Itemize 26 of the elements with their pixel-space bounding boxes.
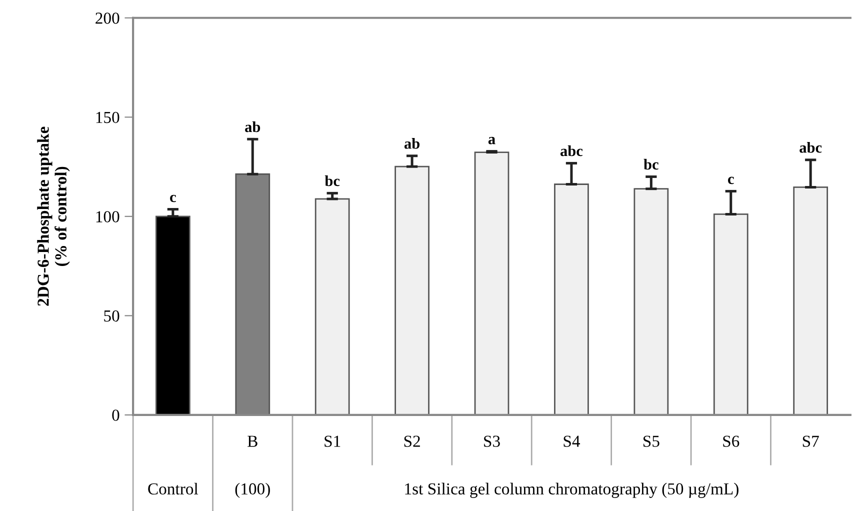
x-tick-label: S4 — [564, 436, 580, 447]
y-tick-label: 0 — [112, 410, 120, 421]
x-tick-label: S5 — [643, 436, 660, 447]
x-tick-label: S6 — [723, 436, 740, 447]
text: 1st Silica gel column chromatography (50 µg/mL) — [405, 482, 738, 498]
x-tick-label: S7 — [802, 436, 819, 447]
data-label: ab — [404, 138, 420, 149]
data-label: bc — [324, 175, 340, 186]
x-tick-label: B — [248, 436, 258, 447]
y-tick-label: 200 — [96, 12, 120, 24]
data-label: c — [170, 194, 176, 202]
x-tick-label: S1 — [324, 436, 340, 447]
data-label: abc — [800, 142, 822, 153]
y-tick-label: 100 — [96, 211, 120, 222]
y-tick-label: 50 — [104, 310, 120, 322]
data-label: ab — [245, 121, 260, 132]
y-axis-title: 2DG-6-Phosphate uptake (% of control) — [37, 126, 70, 306]
text: (100) — [235, 482, 270, 498]
x-tick-label: S2 — [404, 436, 420, 447]
data-label: bc — [644, 158, 658, 170]
data-label: abc — [560, 145, 583, 156]
x-tick-label: S3 — [484, 436, 500, 447]
text: Control — [148, 482, 198, 495]
y-tick-label: 150 — [96, 112, 120, 124]
data-label: a — [488, 136, 496, 144]
data-label: c — [728, 176, 734, 184]
